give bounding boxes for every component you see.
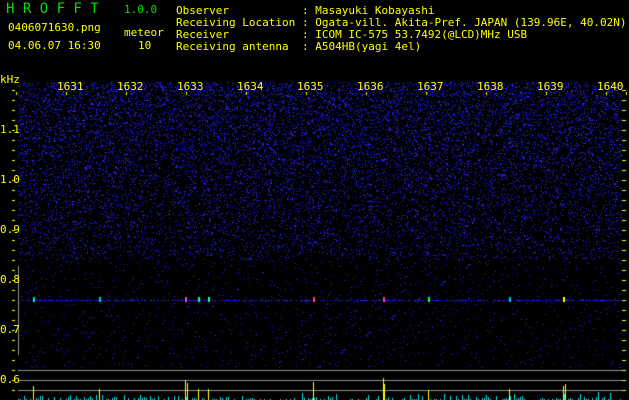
y-tick-label: 1.1 [0, 123, 20, 136]
x-tick-label: 1634 [237, 80, 264, 93]
x-tick-label: 1636 [357, 80, 384, 93]
y-tick-label: 0.8 [0, 273, 20, 286]
x-tick-label: 1639 [537, 80, 564, 93]
y-unit-label: kHz [0, 73, 20, 86]
x-tick-label: 1631 [57, 80, 84, 93]
y-tick-label: 0.7 [0, 323, 20, 336]
meteor-label: meteor [124, 26, 164, 39]
x-tick-label: 1635 [297, 80, 324, 93]
location-row: Receiving Location : Ogata-vill. Akita-P… [176, 17, 627, 29]
datetime: 04.06.07 16:30 [8, 39, 101, 52]
antenna-value: : A504HB(yagi 4el) [302, 40, 422, 53]
receiver-label: Receiver [176, 28, 229, 41]
y-tick-label: 0.9 [0, 223, 20, 236]
location-value: : Ogata-vill. Akita-Pref. JAPAN (139.96E… [302, 16, 627, 29]
observer-row: Observer : Masayuki Kobayashi [176, 5, 627, 17]
station-info: Observer : Masayuki Kobayashi Receiving … [176, 5, 627, 53]
receiver-row: Receiver : ICOM IC-575 53.7492(@LCD)MHz … [176, 29, 627, 41]
x-tick-label: 1637 [417, 80, 444, 93]
x-tick-label: 1632 [117, 80, 144, 93]
y-tick-label: 1.0 [0, 173, 20, 186]
app-version: 1.0.0 [124, 3, 158, 16]
x-tick-label: 1633 [177, 80, 204, 93]
location-label: Receiving Location [176, 16, 296, 29]
y-tick-label: 0.6 [0, 373, 20, 386]
app-title: H R O F F T [6, 1, 99, 17]
observer-label: Observer [176, 4, 229, 17]
meteor-count: 10 [138, 39, 152, 52]
antenna-row: Receiving antenna : A504HB(yagi 4el) [176, 41, 627, 53]
antenna-label: Receiving antenna [176, 40, 289, 53]
x-tick-label: 1638 [477, 80, 504, 93]
receiver-value: : ICOM IC-575 53.7492(@LCD)MHz USB [302, 28, 528, 41]
filename: 0406071630.png [8, 21, 101, 34]
x-tick-label: 1640 [597, 80, 624, 93]
observer-value: : Masayuki Kobayashi [302, 4, 435, 17]
